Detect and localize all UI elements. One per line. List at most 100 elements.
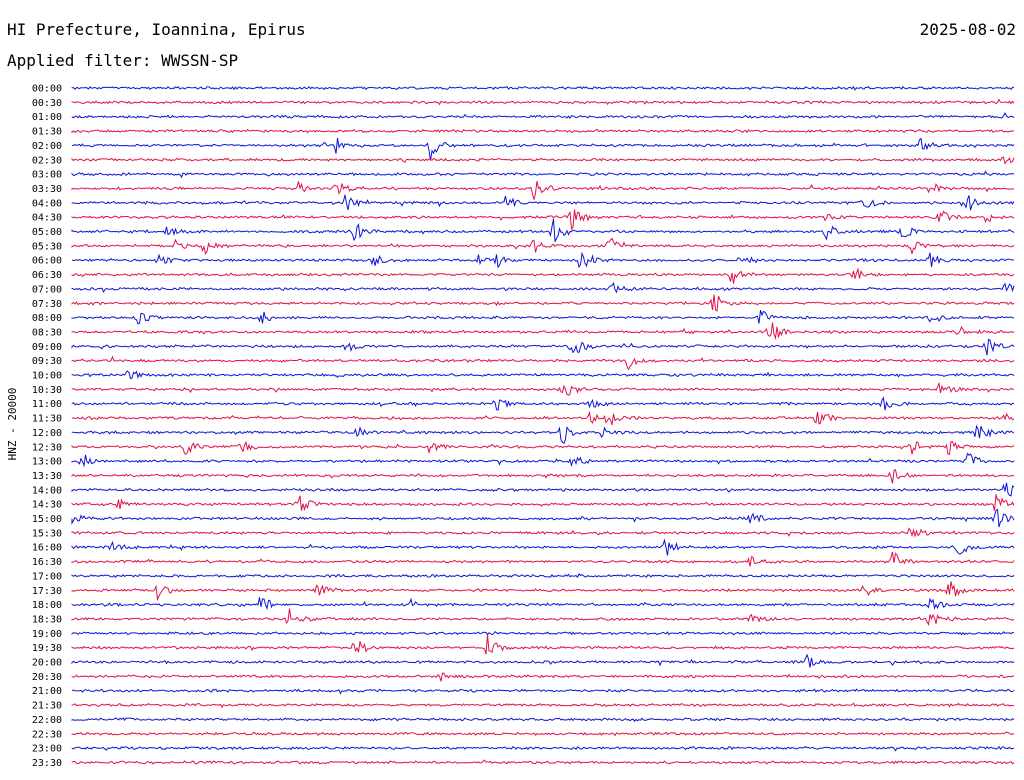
time-tick-label: 09:00 bbox=[32, 342, 62, 353]
time-tick-label: 22:30 bbox=[32, 729, 62, 740]
trace-line bbox=[71, 634, 1015, 655]
time-tick-label: 05:00 bbox=[32, 227, 62, 238]
trace-line bbox=[71, 608, 1015, 626]
time-tick-label: 02:00 bbox=[32, 141, 62, 152]
time-tick-label: 14:00 bbox=[32, 485, 62, 496]
time-tick-label: 10:30 bbox=[32, 385, 62, 396]
time-tick-labels: 00:00 00:30 01:00 01:30 02:00 02:30 03:00 03:30… bbox=[32, 84, 62, 769]
trace-line bbox=[71, 581, 1015, 602]
trace-line bbox=[71, 137, 1015, 161]
trace-line bbox=[71, 396, 1015, 411]
time-tick-label: 06:00 bbox=[32, 256, 62, 267]
trace-line bbox=[71, 672, 1015, 682]
time-tick-label: 17:30 bbox=[32, 586, 62, 597]
time-tick-label: 03:00 bbox=[32, 170, 62, 181]
trace-line bbox=[71, 128, 1015, 134]
time-tick-label: 19:00 bbox=[32, 629, 62, 640]
trace-line bbox=[71, 237, 1015, 255]
time-tick-label: 05:30 bbox=[32, 241, 62, 252]
time-tick-label: 15:00 bbox=[32, 514, 62, 525]
time-tick-label: 16:30 bbox=[32, 557, 62, 568]
trace-line bbox=[71, 573, 1015, 579]
trace-line bbox=[71, 98, 1015, 106]
trace-line bbox=[71, 424, 1015, 445]
time-tick-label: 04:30 bbox=[32, 213, 62, 224]
time-tick-label: 07:00 bbox=[32, 284, 62, 295]
trace-line bbox=[71, 717, 1015, 723]
time-tick-label: 15:30 bbox=[32, 528, 62, 539]
time-tick-label: 16:00 bbox=[32, 543, 62, 554]
plot-date: 2025-08-02 bbox=[919, 20, 1016, 39]
time-tick-label: 23:30 bbox=[32, 758, 62, 769]
trace-line bbox=[71, 370, 1015, 380]
time-tick-label: 12:00 bbox=[32, 428, 62, 439]
trace-line bbox=[71, 551, 1015, 567]
time-tick-label: 18:30 bbox=[32, 614, 62, 625]
trace-line bbox=[71, 731, 1015, 737]
trace-line bbox=[71, 181, 1015, 200]
time-tick-label: 11:00 bbox=[32, 399, 62, 410]
time-tick-label: 13:30 bbox=[32, 471, 62, 482]
trace-line bbox=[71, 702, 1015, 709]
time-tick-label: 01:00 bbox=[32, 112, 62, 123]
time-tick-label: 14:30 bbox=[32, 500, 62, 511]
time-tick-label: 10:00 bbox=[32, 371, 62, 382]
time-tick-label: 12:30 bbox=[32, 442, 62, 453]
filter-label: Applied filter: WWSSN-SP bbox=[7, 51, 239, 70]
time-tick-label: 09:30 bbox=[32, 356, 62, 367]
station-title: HI Prefecture, Ioannina, Epirus bbox=[7, 20, 306, 39]
trace-line bbox=[71, 688, 1015, 695]
trace-line bbox=[71, 355, 1015, 371]
time-tick-label: 19:30 bbox=[32, 643, 62, 654]
trace-line bbox=[71, 494, 1015, 512]
time-tick-label: 17:00 bbox=[32, 571, 62, 582]
time-tick-label: 21:00 bbox=[32, 686, 62, 697]
trace-line bbox=[71, 452, 1015, 468]
time-tick-label: 23:00 bbox=[32, 744, 62, 755]
trace-line bbox=[71, 469, 1015, 484]
time-tick-label: 03:30 bbox=[32, 184, 62, 195]
trace-line bbox=[71, 209, 1015, 231]
trace-line bbox=[71, 281, 1015, 294]
time-tick-label: 02:30 bbox=[32, 155, 62, 166]
y-axis-label: HNZ - 20000 bbox=[6, 388, 19, 461]
trace-line bbox=[71, 267, 1015, 284]
time-tick-label: 13:00 bbox=[32, 457, 62, 468]
trace-line bbox=[71, 310, 1015, 325]
trace-line bbox=[71, 597, 1015, 611]
trace-line bbox=[71, 194, 1015, 211]
trace-line bbox=[71, 170, 1015, 179]
trace-line bbox=[71, 759, 1015, 765]
trace-line bbox=[71, 322, 1015, 341]
trace-line bbox=[71, 653, 1015, 668]
seismic-traces bbox=[71, 85, 1015, 765]
time-tick-label: 01:30 bbox=[32, 127, 62, 138]
trace-line bbox=[71, 508, 1015, 528]
trace-line bbox=[71, 381, 1014, 397]
trace-line bbox=[71, 482, 1015, 497]
time-tick-label: 21:30 bbox=[32, 701, 62, 712]
trace-line bbox=[71, 631, 1015, 636]
trace-line bbox=[71, 538, 1015, 556]
time-tick-label: 20:00 bbox=[32, 658, 62, 669]
trace-line bbox=[71, 338, 1015, 356]
time-tick-label: 11:30 bbox=[32, 414, 62, 425]
time-tick-label: 00:30 bbox=[32, 98, 62, 109]
time-tick-label: 22:00 bbox=[32, 715, 62, 726]
time-tick-label: 07:30 bbox=[32, 299, 62, 310]
time-tick-label: 00:00 bbox=[32, 84, 62, 95]
time-tick-label: 04:00 bbox=[32, 198, 62, 209]
time-tick-label: 08:00 bbox=[32, 313, 62, 324]
time-tick-label: 06:30 bbox=[32, 270, 62, 281]
trace-line bbox=[71, 294, 1015, 313]
trace-line bbox=[71, 527, 1015, 538]
time-tick-label: 20:30 bbox=[32, 672, 62, 683]
trace-line bbox=[71, 745, 1015, 752]
trace-line bbox=[71, 440, 1015, 455]
trace-line bbox=[71, 112, 1015, 119]
time-tick-label: 08:30 bbox=[32, 327, 62, 338]
trace-line bbox=[71, 156, 1015, 165]
trace-line bbox=[72, 251, 1014, 269]
trace-line bbox=[71, 410, 1015, 426]
